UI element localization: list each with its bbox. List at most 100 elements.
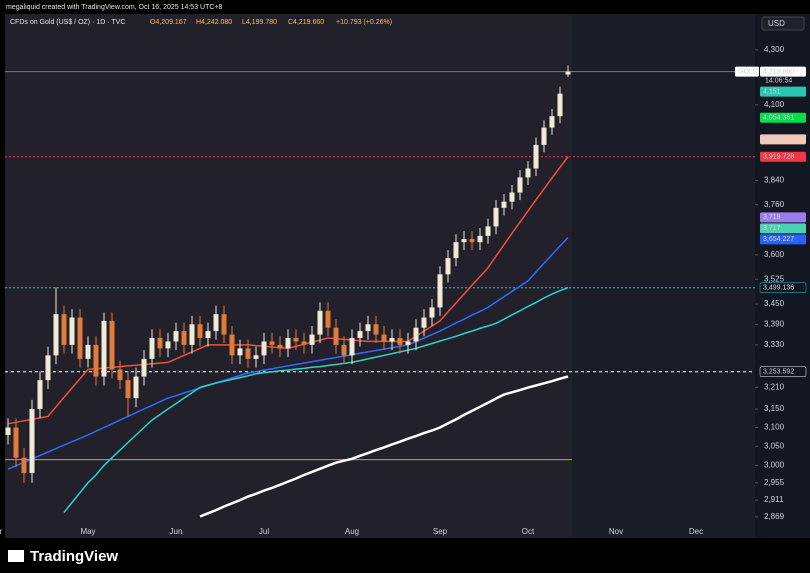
candle-body [349,337,355,356]
candle-body [221,314,227,335]
price-axis [755,14,810,538]
candle-body [29,409,35,474]
x-tick-label: Apr [0,527,3,536]
price-tag-label: 3,979 [763,136,781,143]
price-tag-label: 4,219.660 [763,68,794,75]
currency-box[interactable] [761,16,805,31]
price-tag-label: 4,054.361 [763,115,794,122]
ohlc-label: +10.793 (+0.26%) [336,19,392,26]
price-tag [760,112,806,123]
x-tick-label: Aug [345,527,359,536]
y-tick-label: 3,100 [764,423,785,432]
x-tick-label: Dec [689,527,703,536]
y-tick-label: 3,050 [764,441,785,450]
logo-mark [8,550,24,562]
candle-body [13,427,19,458]
price-tag-label: 3,654.227 [763,236,794,243]
candle-body [533,144,539,169]
price-tag [760,86,806,97]
candle-body [373,324,379,335]
candle-body [405,341,411,345]
price-tag [760,234,806,245]
future-pane [572,14,755,538]
candle-body [389,337,395,342]
candle-body [93,344,99,377]
y-tick-label: 3,525 [764,274,785,283]
y-tick-label: 2,911 [764,495,784,504]
price-tag [759,366,807,377]
price-tag [760,212,806,223]
candle-body [245,348,251,359]
price-tag-label: 4,151 [763,88,781,95]
candle-body [173,331,179,342]
candle-body [501,201,507,208]
candle-body [509,192,515,202]
history-pane [5,14,572,538]
candle-body [53,314,59,356]
price-tag [760,223,806,234]
candle-body [333,327,339,345]
y-tick-label: 3,330 [764,340,785,349]
price-tag [760,66,806,77]
candle-body [101,320,107,377]
y-tick-label: 2,955 [764,478,785,487]
candle-body [197,324,203,338]
y-tick-label: 3,210 [764,382,785,391]
ma-line [63,286,569,513]
price-tag [760,151,806,162]
candle-body [157,337,163,349]
candle-body [549,116,555,128]
candle-body [493,207,499,227]
candle-body [541,127,547,145]
candle-body [117,369,123,381]
candle-body [453,242,459,259]
ma-line [199,375,569,518]
x-tick-label: Oct [522,527,535,536]
x-tick-label: Jul [259,527,269,536]
y-tick-label: 3,000 [764,460,785,469]
candle-body [205,331,211,338]
candle-body [165,341,171,349]
candle-body [125,380,131,399]
candle-body [517,177,523,193]
candle-body [413,327,419,342]
ohlc-label: O4,209.167 [150,19,187,26]
candle-body [477,235,483,243]
candle-body [365,324,371,332]
candle-body [469,239,475,243]
price-tag-label: 3,499.136 [763,285,794,292]
candle-body [237,348,243,356]
candle-body [525,168,531,178]
price-tag-label: 3,719 [763,214,781,221]
candle-body [309,334,315,345]
candle-body [381,334,387,342]
price-tag-label: 3,253.592 [763,369,794,376]
ohlc-label: H4,242.080 [196,19,232,26]
candle-body [301,341,307,345]
ohlc-label: C4,219.660 [288,19,324,26]
candle-body [149,337,155,359]
candle-body [429,307,435,318]
candle-body [253,355,259,359]
author-line: megaliquid created with TradingView.com,… [6,4,223,11]
candle-body [141,358,147,377]
price-tag [759,282,807,293]
candle-body [213,314,219,332]
candle-body [133,376,139,399]
price-tag [760,134,806,145]
y-tick-label: 4,300 [764,45,785,54]
candle-body [437,274,443,308]
candle-body [69,317,75,345]
candle-body [21,457,27,474]
candle-body [277,344,283,349]
y-tick-label: 3,390 [764,319,785,328]
candle-body [269,341,275,345]
y-tick-label: 3,600 [764,250,785,259]
candle-body [61,314,67,345]
ohlc-label: L4,199.780 [242,19,277,26]
candle-body [109,320,115,370]
candle-body [485,226,491,236]
x-tick-label: May [80,527,95,536]
candle-body [229,334,235,356]
